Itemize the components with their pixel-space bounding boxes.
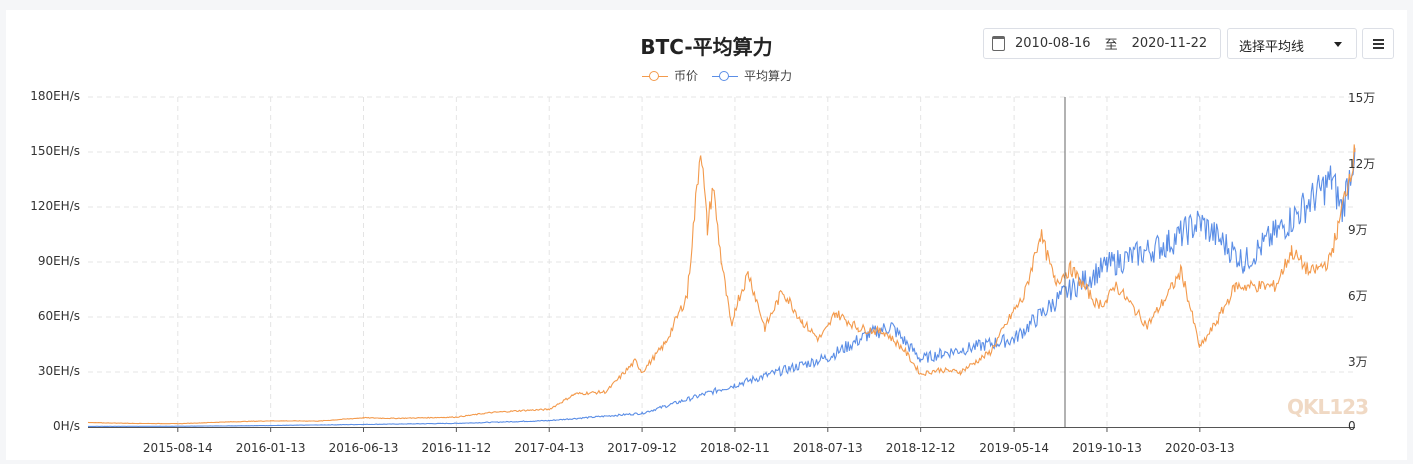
y-right-tick-label: 15万 [1348, 91, 1376, 105]
legend-hashrate-swatch-icon [712, 70, 739, 82]
chart-title: BTC-平均算力 [640, 35, 773, 59]
x-tick-label: 2017-04-13 [514, 441, 585, 455]
date-start[interactable]: 2010-08-16 [1015, 36, 1091, 51]
x-tick-label: 2018-12-12 [885, 441, 956, 455]
legend-hashrate-label: 平均算力 [744, 69, 793, 83]
caret-down-icon [1334, 42, 1342, 47]
series-line-price [87, 144, 1356, 425]
legend-price-label: 币价 [674, 69, 699, 83]
date-separator: 至 [1104, 38, 1118, 53]
x-tick-label: 2019-05-14 [979, 441, 1049, 455]
x-tick-label: 2019-10-13 [1072, 441, 1142, 455]
x-tick-label: 2015-08-14 [142, 441, 213, 455]
legend-item-price[interactable]: 币价 [642, 67, 698, 84]
legend-price-swatch-icon [642, 70, 668, 82]
y-left-tick-label: 90EH/s [37, 254, 80, 268]
moving-average-select-label: 选择平均线 [1239, 40, 1305, 55]
legend: 币价 平均算力 [642, 67, 792, 84]
y-right-tick-label: 9万 [1348, 223, 1368, 237]
y-left-tick-label: 150EH/s [30, 144, 80, 158]
x-tick-label: 2016-01-13 [235, 441, 306, 455]
series-line-hashrate [88, 148, 1356, 427]
y-left-tick-label: 120EH/s [30, 199, 80, 213]
date-range-picker[interactable]: 2010-08-16 至 2020-11-22 [983, 28, 1221, 59]
calendar-icon [992, 36, 1005, 51]
moving-average-select[interactable]: 选择平均线 [1227, 28, 1357, 59]
x-tick-label: 2016-11-12 [421, 441, 492, 455]
date-end[interactable]: 2020-11-22 [1131, 36, 1208, 51]
y-left-tick-label: 60EH/s [37, 309, 80, 323]
y-left-tick-label: 30EH/s [37, 364, 80, 378]
x-tick-label: 2018-07-13 [792, 441, 863, 455]
x-tick-label: 2018-02-11 [700, 441, 770, 455]
watermark-logo: QKL123 [1287, 395, 1369, 419]
y-right-tick-label: 0 [1348, 419, 1356, 433]
y-right-tick-label: 3万 [1348, 355, 1368, 369]
legend-item-hashrate[interactable]: 平均算力 [712, 67, 792, 84]
chart-menu-button[interactable] [1362, 28, 1394, 59]
x-tick-label: 2020-03-13 [1164, 441, 1235, 455]
y-right-tick-label: 6万 [1348, 289, 1368, 303]
y-left-tick-label: 0H/s [53, 419, 80, 433]
x-tick-label: 2017-09-12 [607, 441, 677, 455]
chart-card [6, 10, 1407, 460]
y-left-tick-label: 180EH/s [30, 89, 80, 103]
x-tick-label: 2016-06-13 [328, 441, 399, 455]
y-right-tick-label: 12万 [1348, 157, 1376, 171]
